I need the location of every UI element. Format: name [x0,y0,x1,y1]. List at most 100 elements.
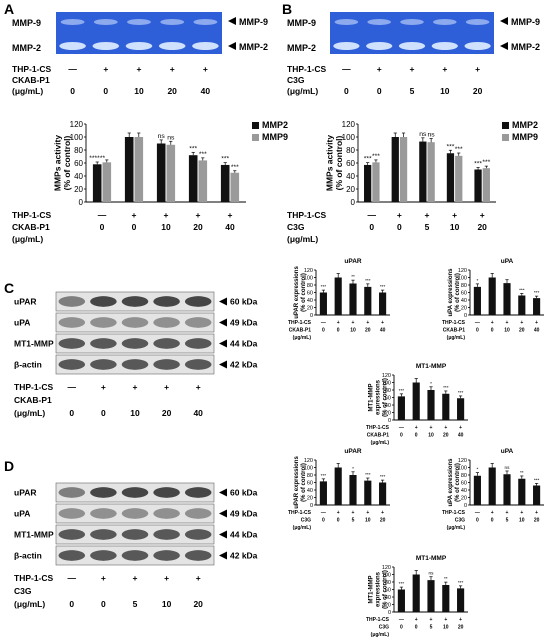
mmp2-band [192,42,219,50]
treat-cell: + [377,64,382,74]
mmp9-band [432,19,457,25]
y-tick-label: 80 [461,473,467,479]
kda-label: 49 kDa [230,318,258,328]
treat-cell: — [98,210,107,220]
blot-band [121,317,149,328]
treat-cell: 0 [415,625,418,631]
band-arrow-label: MMP-9 [239,17,268,27]
treat-cell: + [132,210,137,220]
blot-band [184,508,212,519]
treat-label: THP-1-CS [366,425,390,431]
treat-label: THP-1-CS [442,510,466,516]
treat-cell: + [506,320,509,326]
blot-band [90,359,117,370]
treat-label: THP-1-CS [442,320,466,326]
y-tick-label: 120 [342,120,356,129]
treat-cell: + [520,320,523,326]
blot_D-western-blot: uPAR 60 kDa uPA 49 kDa MT1-MMP 44 kDa β-actin 4… [14,482,258,609]
treat-cell: 5 [133,599,138,609]
blot-band [184,529,212,540]
bar-mmp9 [134,137,144,202]
y-tick-label: 80 [461,283,467,289]
treat-cell: + [137,64,142,74]
treat-cell: 10 [162,599,172,609]
protein-label: MT1-MMP [14,339,54,349]
y-tick-label: 20 [461,495,467,501]
mmp2-band [431,42,458,50]
treat-cell: 0 [491,518,494,524]
bar-mmp2 [156,143,166,202]
bar-value [473,475,481,505]
bar-mmp9 [230,172,240,202]
significance-label: ** [444,576,448,581]
bar-value [473,286,481,315]
treat-cell: — [399,425,404,431]
bar-mmp9 [102,162,112,202]
bar-value [349,475,357,505]
kda-label: 42 kDa [230,551,258,561]
y-tick-label: 20 [346,185,355,194]
treat-cell: + [337,510,340,516]
bar-value [364,286,372,315]
treat-label: (μg/mL) [371,632,390,638]
y-tick-label: 120 [458,458,467,464]
y-tick-label: 60 [346,159,355,168]
treat-cell: — [368,210,377,220]
significance-label: *** [372,153,380,160]
treat-cell: + [415,617,418,623]
blot-strip [55,312,215,333]
mmp2-band [125,42,153,50]
treat-cell: + [506,510,509,516]
bar-value [412,574,420,612]
arrow-head-icon [219,488,227,497]
treat-cell: — [68,382,77,392]
treat-label: CKAB-P1 [14,395,52,405]
treat-label: THP-1-CS [14,573,54,583]
mmp2-band [92,42,120,50]
y-tick-label: 0 [310,503,313,509]
treat-cell: + [430,617,433,623]
zymo_B-zymogram: MMP-9 MMP-2 MMP-9 MMP-2 THP-1-CS — + + + + C3G(μg/… [287,12,540,96]
significance-label: *** [365,472,371,477]
treat-cell: + [520,510,523,516]
bar-value [427,580,435,612]
y-tick-label: 0 [464,313,467,319]
treat-cell: 10 [428,433,434,439]
treat-cell: 20 [534,518,540,524]
treat-cell: 0 [103,86,108,96]
significance-label: ns [419,131,427,138]
chart-title: MT1-MMP [416,363,447,370]
blot-band [58,359,86,370]
treat-cell: 40 [458,433,464,439]
legend-label: MMP2 [262,120,288,130]
treat-cell: 0 [377,86,382,96]
y-tick-label: 40 [461,488,467,494]
blot-strip [55,503,215,524]
treat-cell: + [101,382,106,392]
y-tick-label: 120 [382,373,391,379]
treat-cell: 0 [101,408,106,418]
protein-label: uPAR [14,488,37,498]
significance-label: ** [351,274,355,279]
treat-label: THP-1-CS [14,382,54,392]
y-axis-label: MT1-MMPexpressions(% of control) [369,570,389,609]
treat-label: (μg/mL) [287,86,318,96]
significance-label: *** [446,143,454,150]
legend-label: MMP9 [262,132,288,142]
treat-cell: + [133,573,138,583]
treat-cell: — [321,510,326,516]
y-tick-label: 60 [461,290,467,296]
bar-value [533,485,541,505]
treat-cell: — [342,64,351,74]
bar-value [379,482,387,505]
significance-label: *** [534,290,540,295]
mmp9-band [60,19,85,25]
y-tick-label: 100 [458,465,467,471]
y-tick-label: 0 [351,198,356,207]
y-tick-label: 120 [382,565,391,571]
treat-cell: + [444,617,447,623]
